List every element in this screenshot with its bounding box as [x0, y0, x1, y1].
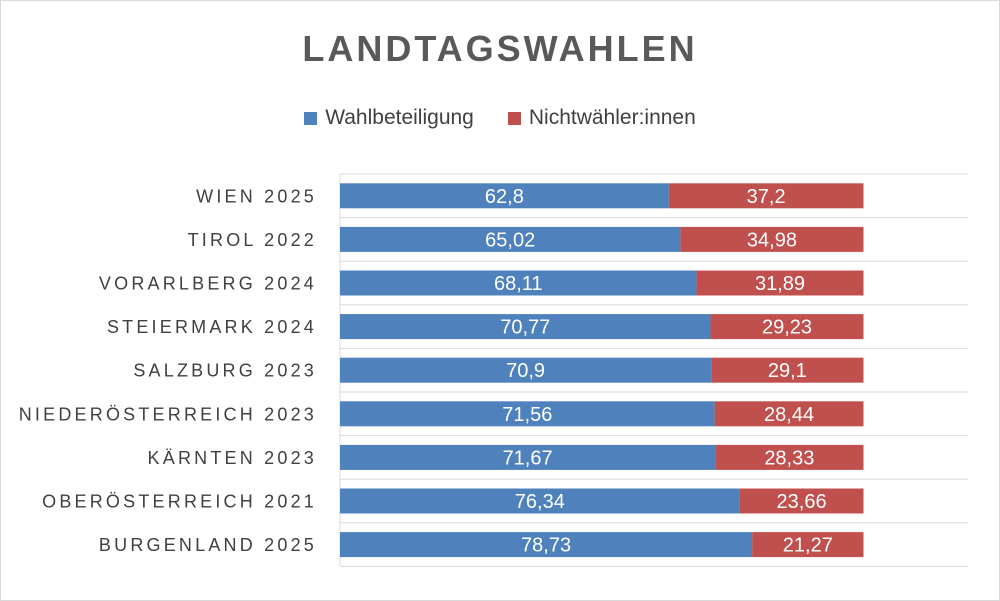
data-label: 29,23 [762, 317, 812, 339]
data-label: 31,89 [755, 273, 805, 295]
bar-wahlbeteiligung [340, 226, 681, 252]
data-label: 28,44 [764, 404, 814, 426]
data-label: 70,9 [506, 360, 545, 382]
category-label: VORARLBERG 2024 [99, 274, 317, 294]
data-label: 65,02 [485, 229, 535, 251]
bar-wahlbeteiligung [340, 444, 716, 470]
category-label: OBERÖSTERREICH 2021 [42, 492, 317, 512]
data-label: 71,67 [503, 447, 553, 469]
data-label: 78,73 [521, 535, 571, 557]
bar-wahlbeteiligung [340, 314, 711, 340]
legend-item-nichtwaehler: Nichtwähler:innen [507, 106, 696, 130]
data-label: 23,66 [777, 491, 827, 513]
bar-wahlbeteiligung [340, 401, 715, 427]
legend-item-wahlbeteiligung: Wahlbeteiligung [304, 106, 474, 130]
data-label: 62,8 [485, 186, 524, 208]
bar-wahlbeteiligung [340, 532, 753, 558]
bar-nichtwaehler [711, 357, 864, 383]
data-label: 71,56 [502, 404, 552, 426]
legend-swatch-nichtwaehler [507, 111, 521, 125]
legend-label-nichtwaehler: Nichtwähler:innen [528, 106, 696, 129]
bar-wahlbeteiligung [340, 270, 697, 296]
data-label: 34,98 [747, 229, 797, 251]
bar-wahlbeteiligung [340, 488, 740, 514]
data-label: 70,77 [500, 317, 550, 339]
data-label: 68,11 [494, 273, 543, 295]
data-label: 29,1 [768, 360, 807, 382]
bar-nichtwaehler [752, 532, 864, 558]
category-label: SALZBURG 2023 [133, 361, 317, 381]
category-label: KÄRNTEN 2023 [148, 448, 317, 468]
chart-legend: Wahlbeteiligung Nichtwähler:innen [0, 106, 1000, 130]
bar-nichtwaehler [739, 488, 864, 514]
bar-nichtwaehler [715, 444, 864, 470]
bar-nichtwaehler [696, 270, 864, 296]
category-label: NIEDERÖSTERREICH 2023 [19, 404, 317, 424]
category-label: WIEN 2025 [196, 186, 317, 206]
category-label: TIROL 2022 [188, 230, 317, 250]
bar-nichtwaehler [680, 226, 864, 252]
data-label: 76,34 [515, 491, 565, 513]
legend-label-wahlbeteiligung: Wahlbeteiligung [325, 106, 474, 129]
bar-nichtwaehler [714, 401, 864, 427]
bar-nichtwaehler [710, 314, 864, 340]
bar-wahlbeteiligung [340, 183, 669, 209]
category-label: BURGENLAND 2025 [99, 535, 317, 555]
data-label: 28,33 [764, 447, 814, 469]
bar-wahlbeteiligung [340, 357, 712, 383]
data-label: 37,2 [747, 186, 786, 208]
bar-nichtwaehler [668, 183, 864, 209]
chart-title: LANDTAGSWAHLEN [302, 28, 698, 69]
category-label: STEIERMARK 2024 [107, 317, 317, 337]
data-label: 21,27 [783, 535, 833, 557]
legend-swatch-wahlbeteiligung [304, 111, 318, 125]
